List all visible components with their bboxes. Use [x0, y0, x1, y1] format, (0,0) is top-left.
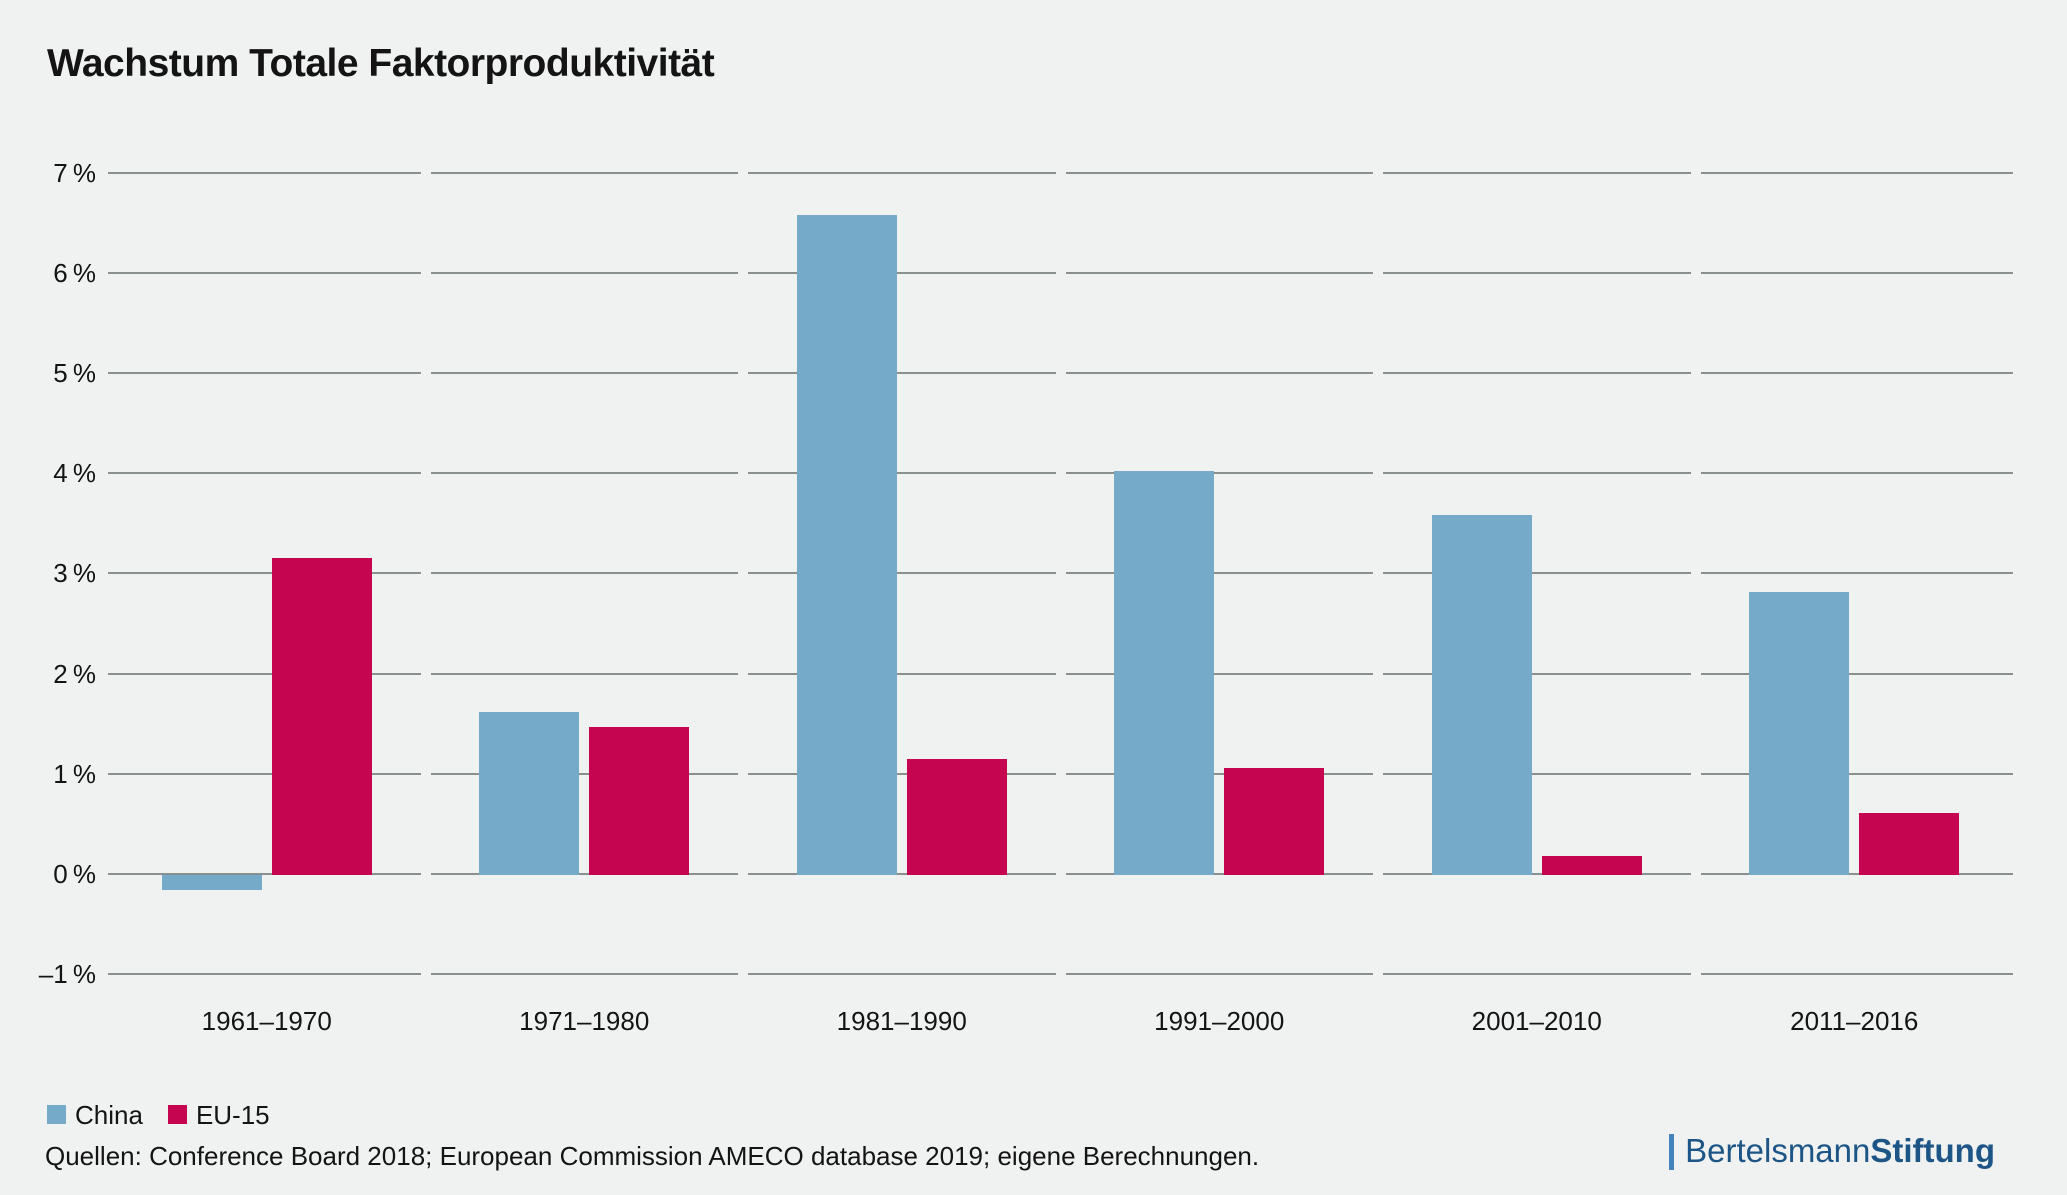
y-tick-label: 4 %	[53, 458, 96, 489]
source-text: Quellen: Conference Board 2018; European…	[45, 1141, 1260, 1171]
gridline-segment	[748, 873, 1056, 875]
gridline-segment	[748, 171, 1056, 174]
gridline-segment	[748, 772, 1056, 775]
legend: China EU-15	[47, 1102, 270, 1128]
gridline-segment	[1065, 672, 1373, 675]
bar-china-1981–1990	[796, 214, 897, 875]
gridline-segment	[1065, 772, 1373, 775]
bar-eu-15-1981–1990	[906, 758, 1007, 875]
bar-eu-15-2001–2010	[1541, 855, 1642, 875]
bertelsmann-stiftung-logo: Bertelsmann Stiftung	[1669, 1132, 1995, 1170]
gridline-segment	[430, 271, 738, 274]
x-category-label: 2011–2016	[1790, 1006, 1919, 1036]
gridline-segment	[1700, 472, 2013, 475]
gridline-segment	[1065, 271, 1373, 274]
gridline-segment	[1700, 271, 2013, 274]
logo-bar-icon	[1669, 1134, 1675, 1170]
gridline-segment	[430, 973, 738, 976]
legend-swatch-eu-15	[167, 1105, 187, 1124]
y-tick-label: 2 %	[53, 658, 96, 689]
gridline-segment	[748, 572, 1056, 575]
gridline-segment	[1383, 472, 1691, 475]
bar-china-2011–2016	[1749, 592, 1850, 875]
gridline-segment	[1383, 271, 1691, 274]
logo-text-bold: Stiftung	[1870, 1132, 1995, 1169]
gridline-segment	[1065, 372, 1373, 374]
gridline-segment	[1383, 171, 1691, 174]
gridline-segment	[748, 472, 1056, 475]
gridline-segment	[430, 372, 738, 374]
gridline-segment	[1383, 572, 1691, 575]
legend-label: EU-15	[195, 1100, 270, 1130]
chart-title: Wachstum Totale Faktorproduktivität	[47, 42, 715, 85]
legend-swatch-china	[47, 1105, 66, 1124]
gridline-segment	[1383, 973, 1691, 976]
gridline-segment	[1065, 472, 1373, 475]
bar-eu-15-1971–1980	[589, 726, 690, 875]
x-category-label: 1971–1980	[519, 1006, 650, 1036]
gridline-segment	[1700, 171, 2013, 174]
bar-china-1961–1970	[161, 875, 262, 891]
legend-item-china: China	[47, 1102, 143, 1128]
y-tick-label: 3 %	[53, 558, 96, 589]
gridline-segment	[1383, 772, 1691, 775]
gridline-segment	[430, 873, 738, 875]
gridline-segment	[1700, 772, 2013, 775]
gridline-segment	[748, 672, 1056, 675]
gridline-segment	[1383, 372, 1691, 374]
gridline-segment	[1065, 973, 1373, 976]
gridline-segment	[430, 171, 738, 174]
gridline-segment	[430, 572, 738, 575]
gridline-segment	[108, 372, 421, 374]
gridline-segment	[748, 973, 1056, 976]
gridline-segment	[748, 271, 1056, 274]
bar-china-1971–1980	[479, 711, 580, 875]
y-tick-label: 7 %	[53, 157, 96, 188]
gridline-segment	[1065, 572, 1373, 575]
y-tick-label: 0 %	[53, 859, 96, 889]
y-tick-label: 6 %	[53, 257, 96, 288]
gridline-segment	[1700, 572, 2013, 575]
gridline-segment	[1065, 171, 1373, 174]
gridline-segment	[108, 572, 421, 575]
gridline-segment	[108, 873, 421, 875]
logo-text-regular: Bertelsmann	[1685, 1132, 1871, 1169]
y-tick-label: 1 %	[53, 758, 96, 789]
gridline-segment	[1700, 873, 2013, 875]
gridline-segment	[1700, 672, 2013, 675]
gridline-segment	[1383, 672, 1691, 675]
bar-eu-15-1961–1970	[271, 558, 372, 875]
gridline-segment	[430, 472, 738, 475]
gridline-segment	[108, 472, 421, 475]
gridline-segment	[1700, 372, 2013, 374]
bar-china-1991–2000	[1114, 471, 1215, 875]
gridline-segment	[108, 171, 421, 174]
gridline-segment	[108, 271, 421, 274]
x-category-label: 1961–1970	[201, 1006, 332, 1036]
gridline-segment	[108, 672, 421, 675]
x-category-label: 1991–2000	[1154, 1006, 1285, 1036]
y-tick-label: –1 %	[38, 959, 96, 990]
gridline-segment	[1700, 973, 2013, 976]
gridline-segment	[430, 672, 738, 675]
gridline-segment	[108, 772, 421, 775]
gridline-segment	[1383, 873, 1691, 875]
legend-item-eu-15: EU-15	[167, 1100, 270, 1130]
gridline-segment	[748, 372, 1056, 374]
gridline-segment	[1065, 873, 1373, 875]
bar-china-2001–2010	[1431, 515, 1532, 875]
x-category-label: 2001–2010	[1471, 1006, 1602, 1036]
gridline-segment	[430, 772, 738, 775]
y-tick-label: 5 %	[53, 358, 96, 388]
legend-label: China	[75, 1100, 143, 1130]
bar-eu-15-1991–2000	[1224, 767, 1325, 875]
x-category-label: 1981–1990	[836, 1006, 967, 1036]
gridline-segment	[108, 973, 421, 976]
bar-eu-15-2011–2016	[1859, 812, 1960, 875]
